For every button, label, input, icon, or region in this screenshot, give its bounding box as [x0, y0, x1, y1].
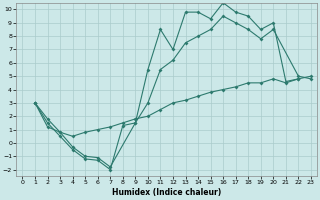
X-axis label: Humidex (Indice chaleur): Humidex (Indice chaleur) — [112, 188, 221, 197]
